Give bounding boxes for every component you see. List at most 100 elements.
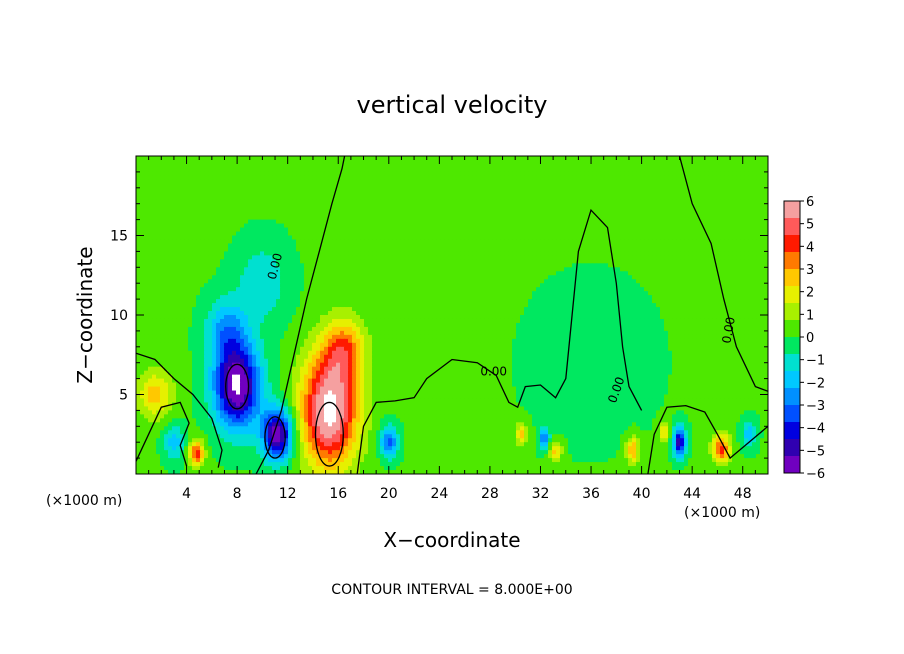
field-cell bbox=[168, 187, 173, 193]
field-cell bbox=[576, 183, 581, 189]
field-cell bbox=[252, 207, 257, 213]
field-cell bbox=[524, 279, 529, 284]
field-cell bbox=[584, 239, 589, 245]
field-cell bbox=[192, 215, 197, 221]
field-cell bbox=[356, 187, 361, 193]
field-cell bbox=[268, 223, 273, 229]
field-cell bbox=[204, 259, 209, 264]
field-cell bbox=[608, 179, 613, 185]
field-cell bbox=[736, 183, 741, 189]
field-cell bbox=[732, 171, 737, 177]
field-cell bbox=[144, 207, 149, 213]
field-cell bbox=[352, 187, 357, 193]
field-cell bbox=[600, 275, 605, 280]
field-cell bbox=[180, 275, 185, 280]
field-cell bbox=[212, 195, 217, 201]
field-cell bbox=[188, 275, 193, 280]
field-cell bbox=[488, 223, 493, 229]
field-cell bbox=[744, 195, 749, 201]
field-cell bbox=[416, 163, 421, 169]
field-cell bbox=[596, 267, 601, 272]
field-cell bbox=[352, 239, 357, 245]
field-cell bbox=[444, 219, 449, 225]
field-cell bbox=[764, 159, 768, 165]
field-cell bbox=[580, 271, 585, 276]
field-cell bbox=[664, 171, 669, 177]
field-cell bbox=[412, 235, 417, 241]
field-cell bbox=[560, 211, 565, 217]
field-cell bbox=[496, 235, 501, 241]
field-cell bbox=[336, 259, 341, 264]
field-cell bbox=[224, 275, 229, 280]
field-cell bbox=[316, 203, 321, 209]
field-cell bbox=[616, 195, 621, 201]
field-cell bbox=[700, 211, 705, 217]
field-cell bbox=[616, 267, 621, 272]
field-cell bbox=[544, 247, 549, 253]
field-cell bbox=[564, 203, 569, 209]
field-cell bbox=[272, 227, 277, 233]
field-cell bbox=[524, 163, 529, 169]
field-cell bbox=[604, 195, 609, 201]
field-cell bbox=[296, 247, 301, 253]
field-cell bbox=[424, 175, 429, 181]
field-cell bbox=[668, 179, 673, 185]
field-cell bbox=[684, 259, 689, 264]
field-cell bbox=[412, 211, 417, 217]
field-cell bbox=[492, 179, 497, 185]
field-cell bbox=[660, 219, 665, 225]
field-cell bbox=[728, 211, 733, 217]
field-cell bbox=[504, 159, 509, 165]
field-cell bbox=[692, 259, 697, 264]
field-cell bbox=[652, 251, 657, 256]
field-cell bbox=[144, 251, 149, 256]
field-cell bbox=[272, 191, 277, 197]
field-cell bbox=[348, 159, 353, 165]
field-cell bbox=[280, 251, 285, 256]
field-cell bbox=[332, 263, 337, 268]
field-cell bbox=[288, 171, 293, 177]
field-cell bbox=[744, 203, 749, 209]
field-cell bbox=[488, 183, 493, 189]
field-cell bbox=[368, 199, 373, 205]
field-cell bbox=[476, 199, 481, 205]
field-cell bbox=[180, 231, 185, 237]
field-cell bbox=[704, 156, 709, 161]
field-cell bbox=[632, 163, 637, 169]
field-cell bbox=[192, 219, 197, 225]
field-cell bbox=[636, 263, 641, 268]
field-cell bbox=[444, 183, 449, 189]
field-cell bbox=[436, 231, 441, 237]
field-cell bbox=[712, 203, 717, 209]
field-cell bbox=[344, 171, 349, 177]
field-cell bbox=[312, 243, 317, 249]
field-cell bbox=[456, 247, 461, 253]
field-cell bbox=[540, 195, 545, 201]
field-cell bbox=[284, 179, 289, 185]
field-cell bbox=[752, 179, 757, 185]
field-cell bbox=[184, 211, 189, 217]
field-cell bbox=[180, 199, 185, 205]
field-cell bbox=[672, 223, 677, 229]
field-cell bbox=[528, 239, 533, 245]
field-cell bbox=[764, 211, 768, 217]
field-cell bbox=[472, 187, 477, 193]
field-cell bbox=[760, 159, 765, 165]
field-cell bbox=[556, 179, 561, 185]
field-cell bbox=[516, 207, 521, 213]
field-cell bbox=[300, 263, 305, 268]
field-cell bbox=[448, 219, 453, 225]
field-cell bbox=[400, 167, 405, 173]
field-cell bbox=[576, 243, 581, 249]
field-cell bbox=[480, 235, 485, 241]
field-cell bbox=[324, 179, 329, 185]
field-cell bbox=[372, 243, 377, 249]
field-cell bbox=[392, 179, 397, 185]
field-cell bbox=[272, 243, 277, 249]
field-cell bbox=[452, 203, 457, 209]
field-cell bbox=[340, 239, 345, 245]
field-cell bbox=[728, 263, 733, 268]
field-cell bbox=[488, 187, 493, 193]
field-cell bbox=[752, 251, 757, 256]
field-cell bbox=[732, 275, 737, 280]
